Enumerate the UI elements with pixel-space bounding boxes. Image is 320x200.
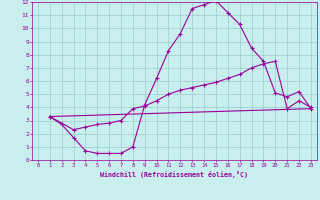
- X-axis label: Windchill (Refroidissement éolien,°C): Windchill (Refroidissement éolien,°C): [100, 171, 248, 178]
